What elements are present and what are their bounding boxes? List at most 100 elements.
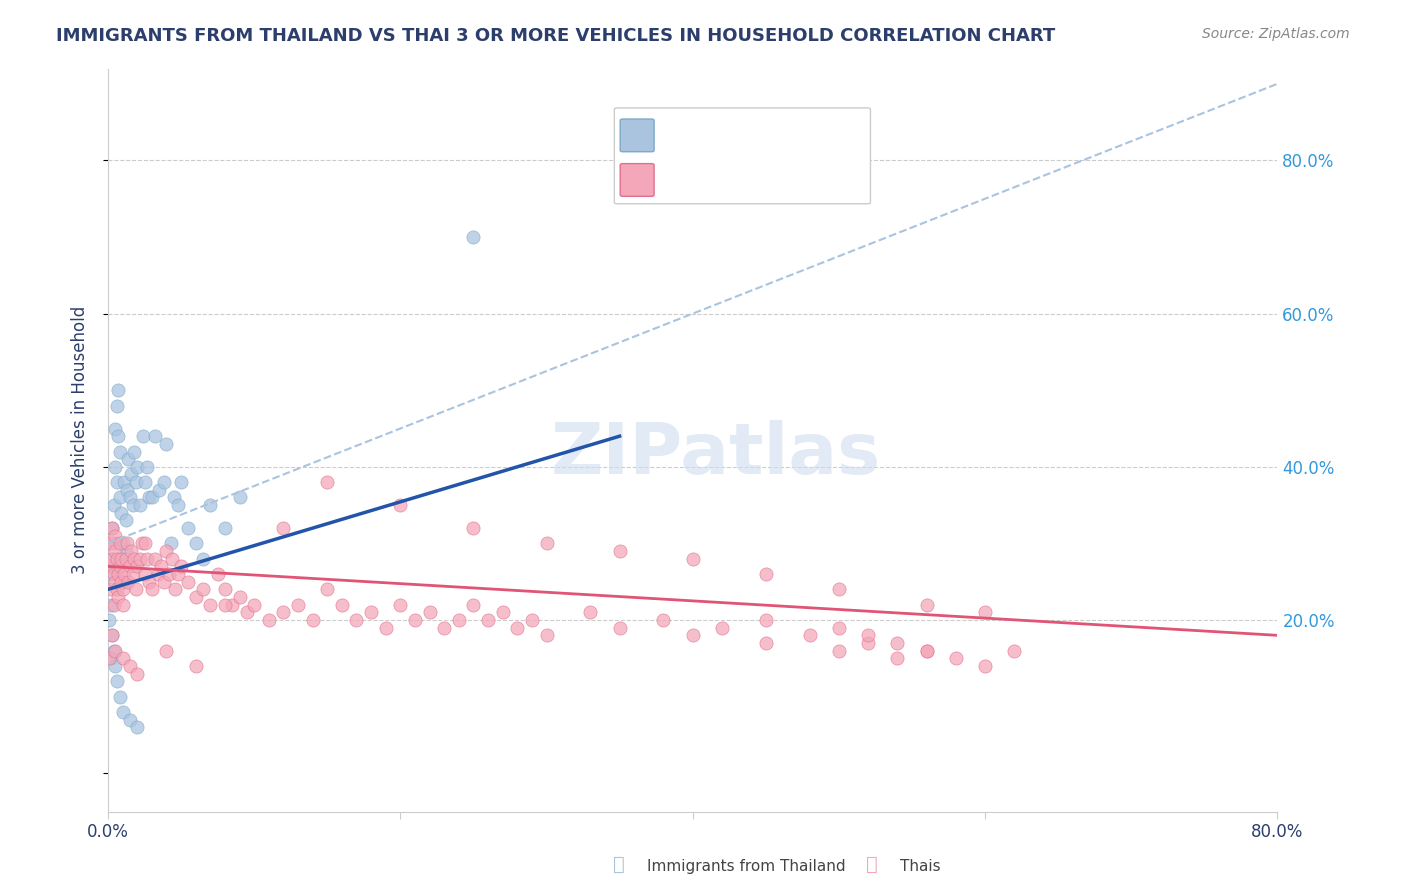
Point	[755, 567, 778, 582]
Point	[98, 559, 121, 574]
Point	[148, 483, 170, 497]
Point	[167, 498, 190, 512]
Point	[152, 475, 174, 490]
Point	[1002, 643, 1025, 657]
FancyBboxPatch shape	[620, 163, 654, 196]
Point	[118, 713, 141, 727]
Text: 61: 61	[815, 122, 837, 137]
Point	[609, 544, 631, 558]
Point	[104, 421, 127, 435]
Point	[105, 551, 128, 566]
Point	[463, 230, 485, 244]
Point	[114, 513, 136, 527]
Text: -0.222: -0.222	[710, 171, 765, 186]
Text: ⬜: ⬜	[866, 855, 877, 874]
Point	[389, 598, 412, 612]
Point	[124, 444, 146, 458]
Point	[710, 621, 733, 635]
Point	[98, 613, 121, 627]
Point	[101, 551, 124, 566]
Point	[105, 582, 128, 597]
Point	[104, 536, 127, 550]
Point	[447, 613, 470, 627]
Point	[100, 598, 122, 612]
Point	[160, 536, 183, 550]
Point	[945, 651, 967, 665]
Point	[214, 598, 236, 612]
Point	[257, 613, 280, 627]
Point	[111, 574, 134, 589]
Point	[155, 544, 177, 558]
Point	[886, 636, 908, 650]
Point	[127, 559, 149, 574]
Point	[100, 651, 122, 665]
Point	[110, 551, 132, 566]
Point	[155, 437, 177, 451]
Point	[506, 621, 529, 635]
FancyBboxPatch shape	[614, 108, 870, 203]
Point	[755, 613, 778, 627]
Point	[141, 582, 163, 597]
Point	[134, 567, 156, 582]
Point	[463, 598, 485, 612]
Point	[104, 574, 127, 589]
Point	[118, 559, 141, 574]
Point	[104, 544, 127, 558]
Point	[404, 613, 426, 627]
Point	[107, 383, 129, 397]
Point	[103, 498, 125, 512]
Point	[170, 559, 193, 574]
Text: Thais: Thais	[900, 859, 941, 874]
Point	[974, 606, 997, 620]
Point	[856, 636, 879, 650]
Point	[243, 598, 266, 612]
Point	[104, 659, 127, 673]
Point	[103, 559, 125, 574]
Point	[214, 521, 236, 535]
Point	[273, 521, 295, 535]
Point	[191, 582, 214, 597]
Point	[828, 643, 851, 657]
Text: Immigrants from Thailand: Immigrants from Thailand	[647, 859, 845, 874]
Point	[111, 536, 134, 550]
Point	[136, 459, 159, 474]
Point	[108, 690, 131, 704]
Point	[682, 628, 704, 642]
Point	[143, 429, 166, 443]
Point	[114, 551, 136, 566]
Point	[330, 598, 353, 612]
Point	[103, 567, 125, 582]
Text: N =: N =	[775, 171, 804, 186]
Point	[609, 621, 631, 635]
Point	[143, 551, 166, 566]
Point	[155, 643, 177, 657]
Point	[111, 582, 134, 597]
Point	[115, 536, 138, 550]
Point	[167, 567, 190, 582]
Point	[536, 628, 558, 642]
Point	[124, 551, 146, 566]
Point	[105, 399, 128, 413]
Point	[110, 551, 132, 566]
Point	[228, 590, 250, 604]
Point	[652, 613, 675, 627]
Point	[152, 574, 174, 589]
Point	[463, 521, 485, 535]
Point	[98, 567, 121, 582]
Point	[477, 613, 499, 627]
Point	[360, 606, 382, 620]
Point	[118, 659, 141, 673]
Point	[117, 574, 139, 589]
Point	[107, 590, 129, 604]
Point	[129, 498, 152, 512]
Point	[117, 452, 139, 467]
Point	[419, 606, 441, 620]
Point	[120, 544, 142, 558]
Point	[125, 475, 148, 490]
Point	[101, 628, 124, 642]
Point	[121, 498, 143, 512]
Text: N =: N =	[775, 122, 804, 137]
Point	[136, 551, 159, 566]
Point	[755, 636, 778, 650]
Point	[221, 598, 243, 612]
